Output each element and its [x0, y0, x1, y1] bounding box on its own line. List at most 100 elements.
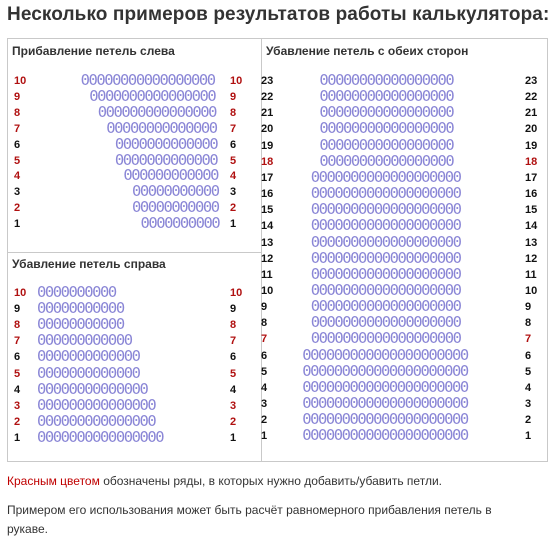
examples-table: Прибавление петель слева Убавление петел…: [7, 38, 548, 462]
both-sides-decrease-row-number-left: 6: [261, 349, 268, 362]
both-sides-decrease-row-number-left: 19: [261, 139, 274, 152]
both-sides-decrease-stitch-row: 0000000000000000000: [310, 200, 462, 219]
both-sides-decrease-row-number-right: 1: [525, 430, 532, 443]
right-decrease-stitch-row: 00000000000000: [37, 379, 149, 398]
left-increase-stitch-row: 0000000000: [140, 214, 221, 233]
right-decrease-row-number-left: 5: [14, 367, 21, 380]
right-decrease-row-number-left: 4: [14, 383, 21, 396]
page-title: Несколько примеров результатов работы ка…: [7, 4, 550, 25]
left-increase-stitch-row: 00000000000000: [106, 118, 218, 137]
both-sides-decrease-row-number-left: 10: [261, 284, 274, 297]
right-decrease-row-number-left: 1: [14, 431, 21, 444]
both-sides-decrease-row-number-left: 12: [261, 252, 274, 265]
both-sides-decrease-stitch-row: 000000000000000000000: [302, 345, 469, 364]
both-sides-decrease-stitch-row: 0000000000000000000: [310, 216, 462, 235]
left-increase-row-number-left: 9: [14, 90, 21, 103]
left-increase-row-number-right: 8: [230, 106, 237, 119]
both-sides-decrease-stitch-row: 00000000000000000: [319, 135, 454, 154]
both-sides-decrease-row-number-right: 19: [525, 139, 538, 152]
right-decrease-row-number-right: 7: [230, 335, 237, 348]
both-sides-decrease-row-number-left: 1: [261, 430, 268, 443]
both-sides-decrease-row-number-left: 21: [261, 107, 274, 120]
left-increase-row-number-left: 10: [14, 75, 27, 87]
both-sides-decrease-stitch-row: 000000000000000000000: [302, 410, 469, 429]
both-sides-decrease-stitch-row: 00000000000000000: [319, 103, 454, 122]
left-increase-row-number-right: 5: [230, 154, 237, 167]
both-sides-decrease-row-number-left: 11: [261, 268, 273, 281]
both-sides-decrease-stitch-row: 0000000000000000000: [310, 184, 462, 203]
right-decrease-row-number-right: 1: [230, 431, 237, 444]
both-sides-decrease-row-number-right: 13: [525, 236, 538, 249]
right-decrease-row-number-left: 3: [14, 399, 21, 412]
column-divider: [261, 39, 262, 461]
both-sides-decrease-stitch-row: 00000000000000000: [319, 151, 454, 170]
left-increase-stitch-row: 00000000000000000: [80, 71, 216, 89]
both-sides-decrease-row-number-right: 9: [525, 301, 532, 314]
both-sides-decrease-stitch-row: 0000000000000000000: [310, 280, 462, 299]
both-sides-decrease-stitch-row: 0000000000000000000: [310, 248, 462, 267]
both-sides-decrease-stitch-row: 000000000000000000000: [302, 377, 469, 396]
both-sides-decrease-row-number-right: 18: [525, 155, 538, 168]
both-sides-decrease-row-number-left: 8: [261, 317, 268, 330]
right-decrease-row-number-right: 8: [230, 319, 237, 332]
right-decrease-stitch-row: 0000000000000: [37, 347, 141, 366]
right-decrease-stitch-row: 0000000000: [37, 283, 117, 301]
both-sides-decrease-row-number-right: 12: [525, 252, 538, 265]
both-sides-decrease-row-number-left: 18: [261, 155, 274, 168]
left-increase-stitch-row: 00000000000: [131, 182, 220, 201]
both-sides-decrease-stitch-row: 0000000000000000000: [310, 313, 462, 332]
legend-red-text: Красным цветом: [7, 474, 100, 488]
both-sides-decrease-row-number-right: 16: [525, 188, 538, 201]
both-sides-decrease-stitch-row: 0000000000000000000: [310, 297, 462, 316]
left-increase-row-number-right: 1: [230, 218, 237, 231]
left-increase-row-number-left: 8: [14, 106, 21, 119]
both-sides-decrease-row-number-right: 5: [525, 365, 532, 378]
right-decrease-row-number-right: 6: [230, 351, 237, 364]
right-decrease-stitch-row: 000000000000000: [37, 411, 157, 430]
both-sides-decrease-row-number-left: 2: [261, 414, 268, 427]
both-sides-decrease-row-number-left: 17: [261, 171, 274, 184]
both-sides-decrease-stitch-row: 0000000000000000000: [310, 264, 462, 283]
left-increase-row-number-right: 9: [230, 90, 237, 103]
left-increase-row-number-right: 6: [230, 138, 237, 151]
right-decrease-stitch-row: 00000000000: [37, 299, 125, 318]
left-increase-row-number-right: 7: [230, 122, 237, 135]
right-decrease-row-number-right: 3: [230, 399, 237, 412]
left-increase-row-number-left: 3: [14, 186, 21, 199]
legend-note: Красным цветом обозначены ряды, в которы…: [7, 472, 442, 491]
both-sides-decrease-stitch-row: 0000000000000000000: [310, 329, 462, 348]
row-divider: [8, 252, 261, 253]
right-decrease-stitch-row: 0000000000000: [37, 363, 141, 382]
left-increase-row-number-left: 6: [14, 138, 21, 151]
both-sides-decrease-stitch-row: 000000000000000000000: [302, 361, 469, 380]
both-sides-decrease-row-number-right: 17: [525, 171, 538, 184]
both-sides-decrease-row-number-left: 4: [261, 381, 268, 394]
right-decrease-row-number-right: 10: [230, 287, 243, 299]
left-increase-row-number-left: 2: [14, 202, 21, 215]
panel-title-right-decrease: Убавление петель справа: [12, 257, 166, 271]
both-sides-decrease-row-number-right: 8: [525, 317, 532, 330]
both-sides-decrease-row-number-right: 20: [525, 123, 538, 136]
panel-title-both-sides-decrease: Убавление петель с обеих сторон: [266, 44, 469, 58]
both-sides-decrease-stitch-row: 000000000000000000000: [302, 426, 469, 445]
both-sides-decrease-row-number-left: 15: [261, 204, 274, 217]
left-increase-row-number-right: 10: [230, 75, 243, 87]
left-increase-row-number-left: 7: [14, 122, 21, 135]
both-sides-decrease-row-number-right: 22: [525, 91, 538, 104]
both-sides-decrease-stitch-row: 00000000000000000: [319, 71, 454, 89]
both-sides-decrease-row-number-right: 23: [525, 75, 538, 87]
both-sides-decrease-row-number-left: 23: [261, 75, 274, 87]
both-sides-decrease-row-number-right: 2: [525, 414, 532, 427]
left-increase-row-number-left: 4: [14, 170, 21, 183]
both-sides-decrease-row-number-right: 6: [525, 349, 532, 362]
left-increase-row-number-right: 4: [230, 170, 237, 183]
both-sides-decrease-row-number-left: 9: [261, 301, 268, 314]
left-increase-stitch-row: 0000000000000: [114, 150, 219, 169]
right-decrease-row-number-left: 2: [14, 415, 21, 428]
both-sides-decrease-stitch-row: 0000000000000000000: [310, 167, 462, 186]
left-increase-stitch-row: 00000000000: [131, 198, 220, 217]
left-increase-stitch-row: 000000000000: [123, 166, 219, 185]
right-decrease-row-number-right: 4: [230, 383, 237, 396]
right-decrease-stitch-row: 00000000000: [37, 315, 125, 334]
right-decrease-row-number-right: 5: [230, 367, 237, 380]
